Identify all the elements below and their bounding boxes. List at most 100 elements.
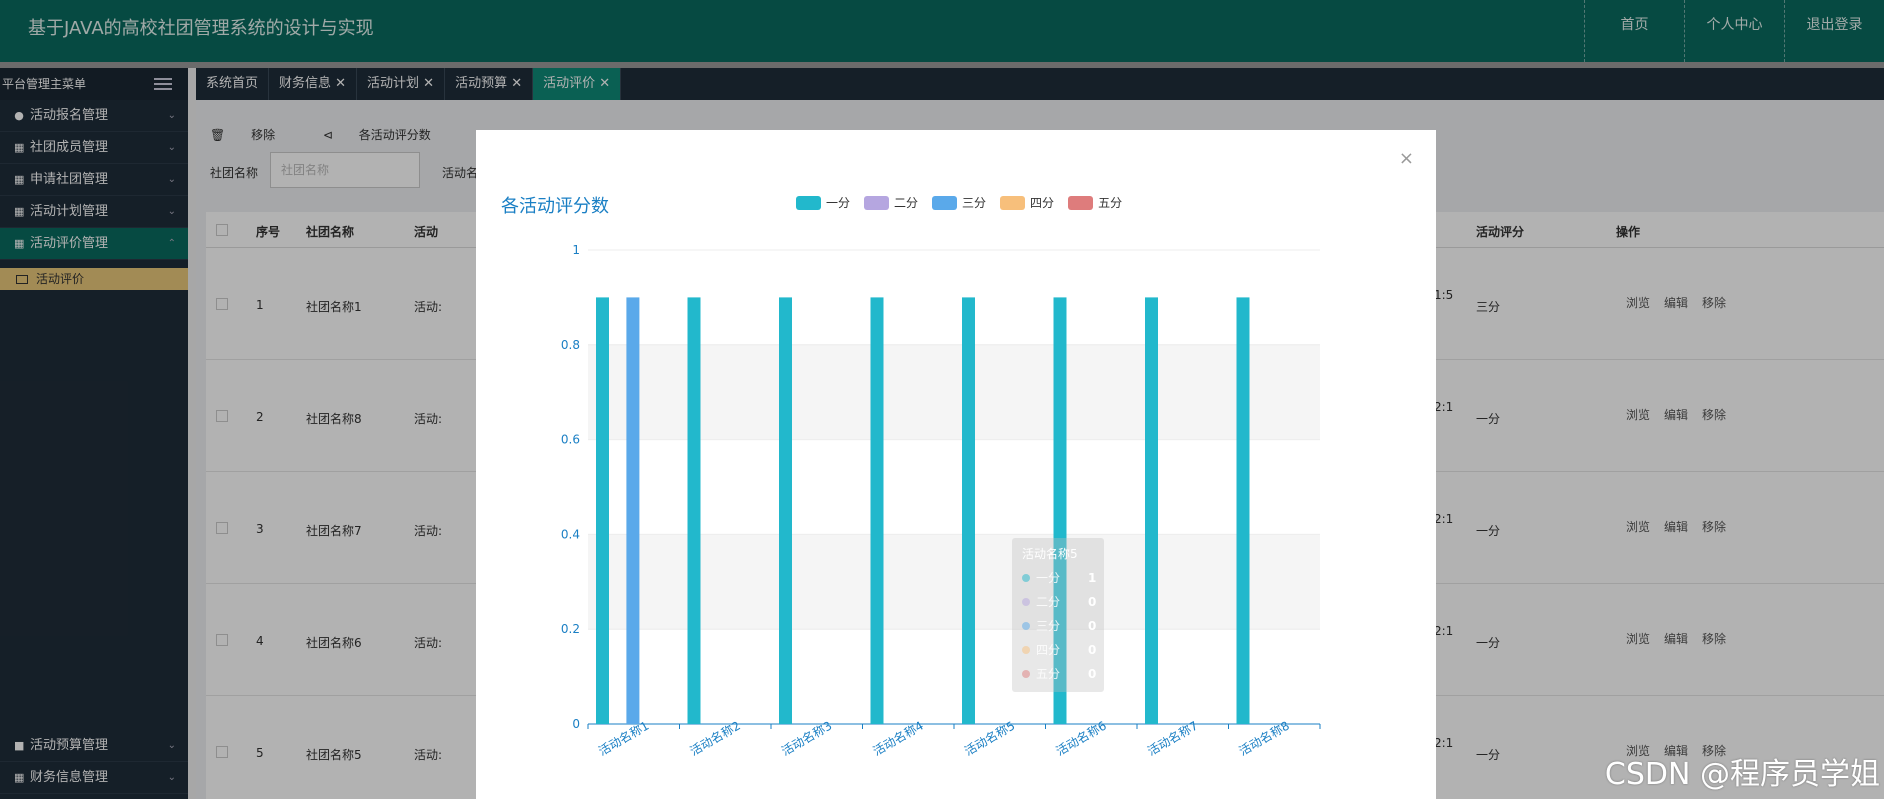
sidebar-title: 平台管理主菜单 (0, 68, 188, 100)
delete-button[interactable]: 移除 (1702, 408, 1727, 422)
tooltip-title: 活动名称5 (1022, 546, 1078, 561)
delete-button[interactable]: 移除 (1702, 632, 1727, 646)
edit-button[interactable]: 编辑 (1664, 520, 1689, 534)
legend-item[interactable]: 二分 (864, 194, 918, 211)
legend-item[interactable]: 四分 (1000, 194, 1054, 211)
row-ops: 浏览 编辑 移除 (1626, 406, 1740, 423)
view-button[interactable]: 浏览 (1626, 632, 1651, 646)
delete-button[interactable]: 移除 (1702, 296, 1727, 310)
nav-logout[interactable]: 退出登录 (1784, 0, 1884, 62)
bar (870, 297, 884, 724)
row-time: 1:5 (1434, 288, 1454, 302)
select-all-checkbox[interactable] (216, 224, 228, 236)
row-checkbox[interactable] (216, 746, 228, 758)
bar (1236, 297, 1250, 724)
row-score: 一分 (1476, 524, 1501, 538)
row-ops: 浏览 编辑 移除 (1626, 518, 1740, 535)
tab-plan[interactable]: 活动计划 ✕ (357, 68, 446, 100)
legend-swatch (864, 195, 890, 210)
legend-item[interactable]: 三分 (932, 194, 986, 211)
row-ops: 浏览 编辑 移除 (1626, 630, 1740, 647)
row-activity: 活动: (414, 636, 443, 650)
tooltip-value: 0 (1088, 643, 1096, 657)
grid-band (588, 250, 1320, 345)
grid-band (588, 534, 1320, 630)
remove-button[interactable]: 🗑 移除 (210, 128, 276, 142)
row-checkbox[interactable] (216, 634, 228, 646)
nav-home[interactable]: 首页 (1584, 0, 1684, 62)
edit-button[interactable]: 编辑 (1664, 296, 1689, 310)
file-icon: ■ (14, 739, 25, 752)
delete-button[interactable]: 移除 (1702, 744, 1727, 758)
edit-button[interactable]: 编辑 (1664, 632, 1689, 646)
row-score: 一分 (1476, 412, 1501, 426)
row-checkbox[interactable] (216, 522, 228, 534)
legend-item[interactable]: 五分 (1068, 194, 1122, 211)
app-title: 基于JAVA的高校社团管理系统的设计与实现 (28, 18, 374, 39)
row-activity: 活动: (414, 524, 443, 538)
tooltip-dot (1022, 574, 1030, 582)
nav-profile[interactable]: 个人中心 (1684, 0, 1784, 62)
row-club: 社团名称7 (306, 524, 362, 538)
chart-title: 各活动评分数 (501, 196, 609, 217)
sidebar-item-members[interactable]: ▦ 社团成员管理 ⌄ (0, 132, 188, 164)
top-header: 基于JAVA的高校社团管理系统的设计与实现 首页 个人中心 退出登录 (0, 0, 1884, 62)
sidebar-item-evaluation[interactable]: ▦ 活动评价管理 ⌃ (0, 228, 188, 260)
stats-button[interactable]: ⊲ 各活动评分数 (322, 128, 431, 142)
y-tick-label: 0.2 (561, 622, 580, 636)
bar (962, 297, 975, 724)
view-button[interactable]: 浏览 (1626, 296, 1651, 310)
tab-budget[interactable]: 活动预算 ✕ (445, 68, 534, 100)
y-tick-label: 0.8 (561, 338, 580, 352)
header-score[interactable]: 活动评分 (1476, 225, 1525, 239)
tab-bar: 系统首页 财务信息 ✕ 活动计划 ✕ 活动预算 ✕ 活动评价 ✕ (196, 68, 1884, 100)
delete-button[interactable]: 移除 (1702, 520, 1727, 534)
edit-button[interactable]: 编辑 (1664, 744, 1689, 758)
menu-toggle-icon[interactable] (154, 78, 172, 90)
tooltip-dot (1022, 670, 1030, 678)
tooltip-series-name: 四分 (1036, 643, 1060, 657)
club-name-input[interactable]: 社团名称 (270, 152, 420, 188)
tab-evaluation[interactable]: 活动评价 ✕ (533, 68, 622, 100)
tab-home[interactable]: 系统首页 (196, 68, 270, 100)
legend-swatch (1068, 195, 1094, 210)
grid-band (588, 439, 1320, 535)
sidebar-item-signup[interactable]: ● 活动报名管理 ⌄ (0, 100, 188, 132)
header-divider (0, 62, 1884, 68)
tooltip-value: 0 (1088, 667, 1096, 681)
grid-icon: ▦ (14, 771, 25, 784)
close-icon[interactable]: × (1398, 148, 1414, 169)
y-tick-label: 0.6 (561, 433, 580, 447)
row-time: 2:1 (1434, 512, 1454, 526)
row-checkbox[interactable] (216, 298, 228, 310)
view-button[interactable]: 浏览 (1626, 744, 1651, 758)
row-club: 社团名称1 (306, 300, 362, 314)
view-button[interactable]: 浏览 (1626, 520, 1651, 534)
row-checkbox[interactable] (216, 410, 228, 422)
row-activity: 活动: (414, 748, 443, 762)
bar (779, 297, 792, 724)
chevron-down-icon: ⌄ (167, 174, 176, 185)
chart-legend: 一分 二分 三分 四分 五分 (796, 194, 1136, 211)
header-club[interactable]: 社团名称 (306, 225, 355, 239)
tooltip-series-name: 三分 (1036, 619, 1060, 633)
legend-swatch (932, 195, 958, 210)
legend-item[interactable]: 一分 (796, 194, 850, 211)
grid-icon: ▦ (14, 205, 25, 218)
sidebar-item-plan[interactable]: ▦ 活动计划管理 ⌄ (0, 196, 188, 228)
edit-button[interactable]: 编辑 (1664, 408, 1689, 422)
bar (1053, 297, 1067, 724)
row-score: 一分 (1476, 636, 1501, 650)
tooltip-value: 1 (1088, 571, 1096, 585)
tooltip-series-name: 五分 (1036, 667, 1060, 681)
sidebar-item-budget[interactable]: ■ 活动预算管理 ⌄ (0, 730, 188, 762)
sidebar-subitem-evaluation[interactable]: 活动评价 (0, 268, 188, 290)
sidebar-item-apply[interactable]: ▦ 申请社团管理 ⌄ (0, 164, 188, 196)
share-icon: ⊲ (322, 128, 333, 142)
view-button[interactable]: 浏览 (1626, 408, 1651, 422)
header-seq: 序号 (256, 225, 281, 239)
tab-finance[interactable]: 财务信息 ✕ (269, 68, 358, 100)
sidebar-item-finance[interactable]: ▦ 财务信息管理 ⌄ (0, 762, 188, 794)
tooltip-value: 0 (1088, 619, 1096, 633)
